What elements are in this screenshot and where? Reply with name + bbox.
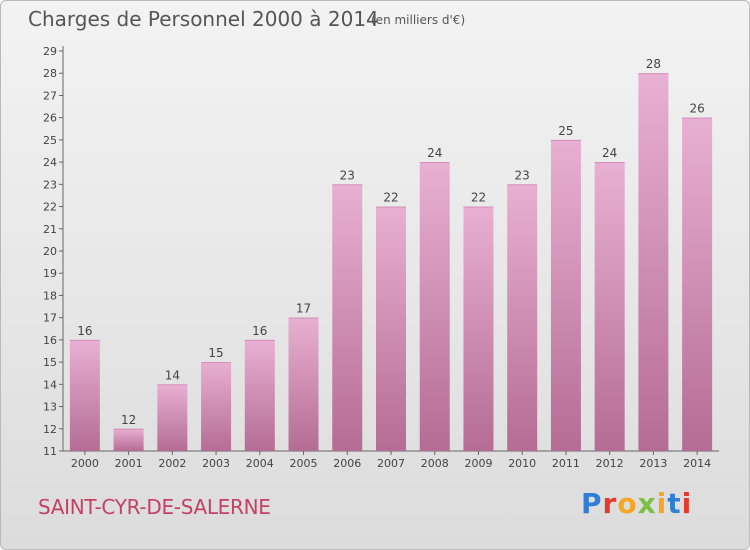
- data-label-2013: 28: [646, 57, 661, 71]
- data-label-2003: 15: [208, 346, 223, 360]
- bar-2007: [376, 206, 406, 451]
- bar-2006: [332, 184, 363, 452]
- data-label-2004: 16: [252, 324, 267, 338]
- data-label-2000: 16: [77, 324, 92, 338]
- bar-2005: [288, 317, 319, 451]
- data-label-2008: 24: [427, 146, 442, 160]
- x-tick-label-2012: 2012: [596, 457, 624, 470]
- chart-unit: (en milliers d'€): [371, 13, 466, 27]
- bar-2008: [419, 162, 450, 451]
- x-tick-label-2005: 2005: [290, 457, 318, 470]
- town-name: SAINT-CYR-DE-SALERNE: [38, 495, 271, 519]
- y-tick-label: 23: [43, 178, 57, 191]
- y-tick-label: 17: [43, 312, 57, 325]
- y-tick-label: 29: [43, 45, 57, 58]
- bar-2004: [244, 339, 275, 451]
- y-tick-label: 15: [43, 356, 57, 369]
- data-label-2007: 22: [383, 191, 398, 205]
- y-tick-label: 26: [43, 112, 57, 125]
- bar-2001: [113, 428, 144, 451]
- chart-title: Charges de Personnel 2000 à 2014: [28, 7, 379, 31]
- data-label-2009: 22: [471, 191, 486, 205]
- bar-2012: [594, 162, 625, 451]
- x-tick-label-2006: 2006: [333, 457, 361, 470]
- y-tick-label: 20: [43, 245, 57, 258]
- logo-letter: x: [637, 487, 657, 520]
- y-tick-label: 25: [43, 134, 57, 147]
- y-tick-label: 28: [43, 67, 57, 80]
- y-tick-label: 18: [43, 289, 57, 302]
- data-label-2001: 12: [121, 413, 136, 427]
- bar-2010: [507, 184, 538, 452]
- data-label-2012: 24: [602, 146, 617, 160]
- x-tick-label-2001: 2001: [115, 457, 143, 470]
- y-tick-label: 12: [43, 423, 57, 436]
- x-tick-label-2003: 2003: [202, 457, 230, 470]
- bars: [69, 73, 713, 452]
- x-tick-label-2004: 2004: [246, 457, 274, 470]
- bar-2003: [201, 362, 232, 451]
- x-tick-label-2008: 2008: [421, 457, 449, 470]
- bar-2014: [682, 117, 713, 452]
- bar-2009: [463, 206, 494, 451]
- data-label-2011: 25: [558, 124, 573, 138]
- data-label-2006: 23: [340, 168, 355, 182]
- logo-letter: t: [667, 487, 682, 520]
- y-tick-label: 14: [43, 378, 57, 391]
- logo-letter: i: [656, 487, 668, 520]
- x-tick-label-2002: 2002: [158, 457, 186, 470]
- y-tick-label: 19: [43, 267, 57, 280]
- y-axis: 11 12 13 14 15 16 17 18 19 20 21 22 23 24 25 26 27 28 29: [43, 45, 64, 458]
- data-label-2002: 14: [165, 368, 180, 382]
- logo-letter: o: [617, 487, 638, 520]
- logo-letter: P: [581, 487, 603, 520]
- bar-2013: [638, 73, 669, 451]
- y-tick-label: 22: [43, 201, 57, 214]
- y-tick-label: 24: [43, 156, 57, 169]
- y-tick-label: 21: [43, 223, 57, 236]
- y-tick-label: 27: [43, 89, 57, 102]
- y-tick-label: 13: [43, 401, 57, 414]
- bar-2002: [157, 384, 188, 451]
- x-tick-label-2014: 2014: [683, 457, 711, 470]
- y-tick-label: 16: [43, 334, 57, 347]
- data-label-2005: 17: [296, 302, 311, 316]
- x-axis: 2000 2001 2002 2003 2004 2005 2006 2007 2008 2009…: [63, 450, 719, 470]
- x-tick-label-2007: 2007: [377, 457, 405, 470]
- proxiti-logo: Proxiti: [581, 487, 692, 520]
- logo-letter: i: [681, 487, 693, 520]
- x-tick-label-2000: 2000: [71, 457, 99, 470]
- bar-2000: [69, 339, 100, 451]
- y-tick-label: 11: [43, 445, 57, 458]
- data-label-2010: 23: [515, 168, 530, 182]
- x-tick-label-2013: 2013: [639, 457, 667, 470]
- logo-letter: r: [602, 487, 618, 520]
- x-tick-label-2010: 2010: [508, 457, 536, 470]
- x-tick-label-2011: 2011: [552, 457, 580, 470]
- data-label-2014: 26: [689, 102, 704, 116]
- x-tick-label-2009: 2009: [464, 457, 492, 470]
- data-labels: 16 12 14 15 16 17 23 22 24 22 23 25 24 28 26: [77, 57, 705, 427]
- bar-2011: [550, 139, 581, 451]
